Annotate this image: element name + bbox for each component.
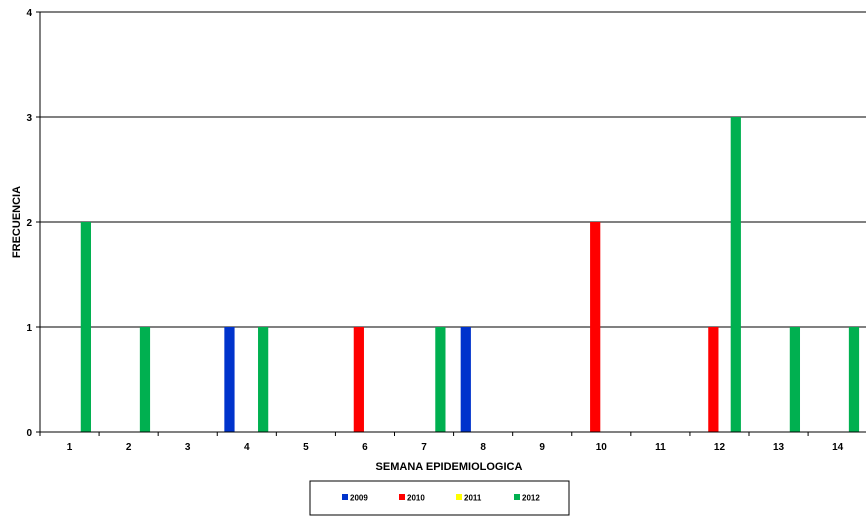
legend-label-2009: 2009 [350,494,368,503]
x-tick-label: 3 [185,442,191,453]
legend-swatch-2009 [342,494,348,500]
legend-label-2010: 2010 [407,494,425,503]
legend-box [309,480,570,516]
x-tick-label: 1 [67,442,73,453]
y-tick-label: 0 [26,428,32,439]
bar-2009-4 [224,327,235,432]
legend-swatch-2012 [514,494,520,500]
x-tick-label: 11 [655,442,666,453]
x-ticks: 1 2 3 4 5 6 7 8 9 10 11 12 13 14 [39,432,844,453]
bar-2012-2 [139,327,151,432]
x-tick-label: 8 [480,442,486,453]
x-tick-label: 2 [126,442,132,453]
bar-2012-14 [848,327,860,432]
y-ticks: 0 1 2 3 4 [26,8,40,439]
bar-2012-1 [80,222,91,432]
y-tick-label: 4 [26,8,32,19]
gridlines [40,11,866,328]
y-tick-label: 2 [26,218,32,229]
x-tick-label: 4 [244,442,250,453]
y-tick-label: 3 [26,113,32,124]
bar-2009-8 [460,327,471,432]
legend-swatch-2011 [456,494,462,500]
x-tick-label: 13 [773,442,785,453]
x-axis-title: SEMANA EPIDEMIOLOGICA [376,461,523,473]
legend: 2009 2010 2011 2012 [309,480,570,516]
bar-2010-6 [353,327,364,432]
bar-2012-7 [435,327,446,432]
bar-2012-12 [730,117,741,432]
x-tick-label: 6 [362,442,368,453]
legend-label-2012: 2012 [522,494,540,503]
x-tick-label: 10 [596,442,608,453]
bar-2010-12 [708,327,719,432]
y-axis-title: FRECUENCIA [11,186,23,258]
x-tick-label: 9 [539,442,545,453]
x-tick-label: 5 [303,442,309,453]
x-tick-label: 14 [832,442,844,453]
y-tick-label: 1 [26,323,32,334]
x-tick-label: 12 [714,442,726,453]
bar-2010-10 [590,222,601,432]
bar-2012-4 [258,327,269,432]
bar-2012-13 [789,327,801,432]
x-tick-label: 7 [421,442,427,453]
legend-label-2011: 2011 [464,494,482,503]
legend-swatch-2010 [399,494,405,500]
bars [80,117,860,432]
